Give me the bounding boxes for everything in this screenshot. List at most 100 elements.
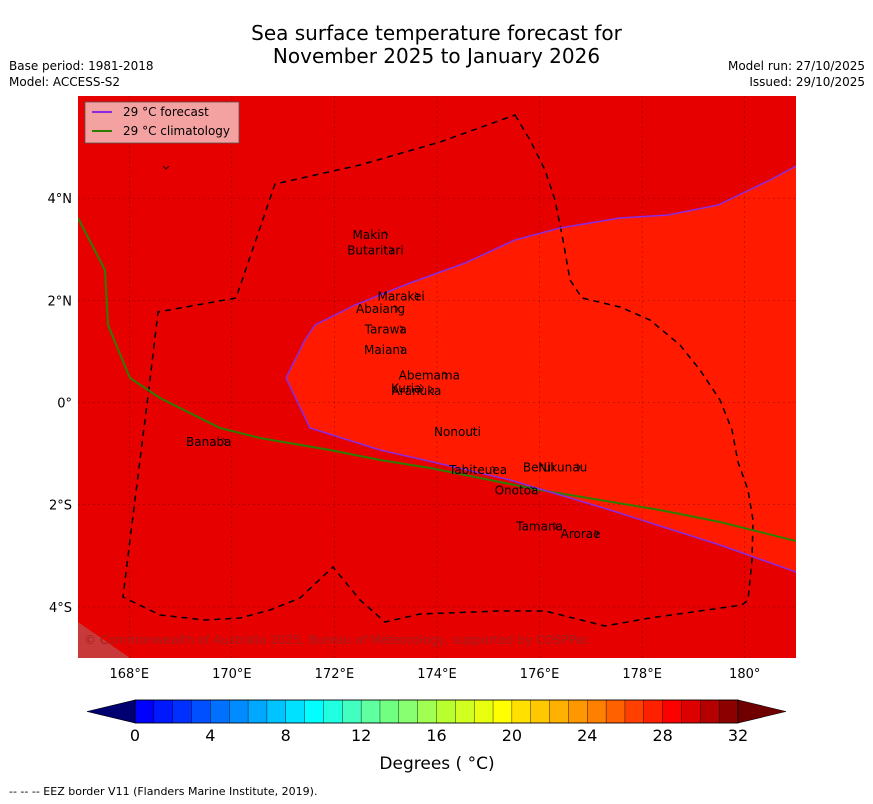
island-outline <box>394 304 399 313</box>
colorbar-segment <box>191 699 211 724</box>
lon-tick-label: 180° <box>729 667 760 682</box>
colorbar-tick-label: 0 <box>130 726 140 745</box>
island-outline <box>576 463 581 471</box>
colorbar-tick-label: 12 <box>351 726 371 745</box>
place-label: Tabiteuea <box>448 463 507 477</box>
climatology-isotherm-line <box>78 217 796 542</box>
island-outline <box>550 463 555 471</box>
colorbar-segment <box>398 699 419 724</box>
model-run: Model run: 27/10/2025 <box>727 59 865 73</box>
lat-tick-label: 0° <box>57 397 72 412</box>
forecast-isotherm-line <box>285 165 796 573</box>
island-outline <box>399 345 404 354</box>
colorbar-segment <box>134 699 155 724</box>
place-label: Onotoa <box>495 484 539 498</box>
meta-left: Base period: 1981-2018 Model: ACCESS-S2 <box>9 58 154 90</box>
colorbar-tick-label: 24 <box>577 726 597 745</box>
colorbar-segment <box>229 699 249 724</box>
colorbar-tick-label: 16 <box>426 726 446 745</box>
place-label: Beru <box>523 461 551 475</box>
legend-climatology-label: 29 °C climatology <box>123 124 230 138</box>
colorbar-segment <box>718 699 739 724</box>
island-outline <box>389 246 393 254</box>
footer-note: -- -- -- EEZ border V11 (Flanders Marine… <box>9 785 318 798</box>
island-outline <box>430 386 434 394</box>
lat-tick-label: 4°S <box>49 601 72 616</box>
base-period: Base period: 1981-2018 <box>9 59 154 73</box>
colorbar-under-arrow <box>86 699 136 724</box>
lon-tick-label: 172°E <box>315 667 355 682</box>
title-line-1: Sea surface temperature forecast for <box>251 21 622 45</box>
colorbar-segment <box>304 699 324 724</box>
place-label: Abaiang <box>356 302 405 316</box>
island-outline <box>530 486 534 494</box>
colorbar-segment <box>172 699 193 724</box>
colorbar-over-arrow <box>737 699 787 724</box>
place-label: Marakei <box>377 289 424 303</box>
place-label: Kuria <box>391 381 422 395</box>
colorbar: 0 4 8 12 16 20 24 28 32 <box>86 699 787 745</box>
colorbar-tick-label: 32 <box>728 726 748 745</box>
colorbar-segment <box>643 699 664 724</box>
colorbar-segment <box>247 699 268 724</box>
colorbar-segment <box>530 699 551 724</box>
axis-ticks: 168°E 170°E 172°E 174°E 176°E 178°E 180° 4°N 2°N… <box>48 192 761 682</box>
colorbar-segment <box>492 699 513 724</box>
colorbar-label: Degrees ( °C) <box>379 754 494 774</box>
lon-tick-label: 176°E <box>520 667 560 682</box>
colorbar-segment <box>624 699 645 724</box>
place-label: Nikunau <box>538 461 587 475</box>
place-label: Banaba <box>186 435 232 449</box>
place-label: Abemama <box>399 369 460 383</box>
island-outline <box>399 325 404 333</box>
colorbar-segment <box>455 699 475 724</box>
island-outline <box>594 529 599 538</box>
issued-date: Issued: 29/10/2025 <box>749 75 865 89</box>
colorbar-segment <box>700 699 720 724</box>
lat-tick-label: 4°N <box>48 192 73 207</box>
island-outline <box>414 292 419 300</box>
island-outline <box>162 165 170 170</box>
island-outline <box>471 427 475 435</box>
legend-box <box>84 101 240 144</box>
place-label: Nonouti <box>434 425 481 439</box>
colorbar-segment <box>587 699 607 724</box>
colorbar-frame <box>134 699 739 724</box>
sst-region-30-31 <box>286 166 796 572</box>
model-name: Model: ACCESS-S2 <box>9 75 121 89</box>
lat-tick-label: 2°S <box>49 499 72 514</box>
colorbar-segment <box>549 699 569 724</box>
island-outline <box>222 437 227 446</box>
island-outline <box>419 384 424 392</box>
colorbar-segment <box>153 699 174 724</box>
colorbar-tick-label: 4 <box>205 726 215 745</box>
colorbar-segment <box>436 699 456 724</box>
copyright-notice: © Commonwealth of Australia 2025, Bureau… <box>84 633 589 647</box>
title-line-2: November 2025 to January 2026 <box>272 44 601 68</box>
lon-tick-label: 178°E <box>622 667 662 682</box>
island-outline <box>384 230 388 239</box>
colorbar-segment <box>605 699 626 724</box>
island-outlines <box>162 165 599 538</box>
island-outline <box>491 465 496 474</box>
colorbar-segment <box>568 699 588 724</box>
colorbar-segment <box>511 699 532 724</box>
island-outline <box>443 371 447 379</box>
colorbar-segment <box>342 699 362 724</box>
colorbar-tick-label: 28 <box>652 726 672 745</box>
place-label: Arorae <box>561 527 601 541</box>
legend-forecast-label: 29 °C forecast <box>123 105 209 119</box>
place-label: Tamana <box>515 519 563 533</box>
lon-tick-label: 170°E <box>212 667 252 682</box>
colorbar-segment <box>662 699 682 724</box>
place-label: Maiana <box>364 343 407 357</box>
lon-tick-label: 174°E <box>417 667 457 682</box>
chart-title: Sea surface temperature forecast for Nov… <box>0 22 873 68</box>
meta-right: Model run: 27/10/2025 Issued: 29/10/2025 <box>728 58 865 90</box>
colorbar-segment <box>323 699 343 724</box>
sst-region-28-29 <box>78 622 130 658</box>
colorbar-tick-label: 20 <box>502 726 522 745</box>
